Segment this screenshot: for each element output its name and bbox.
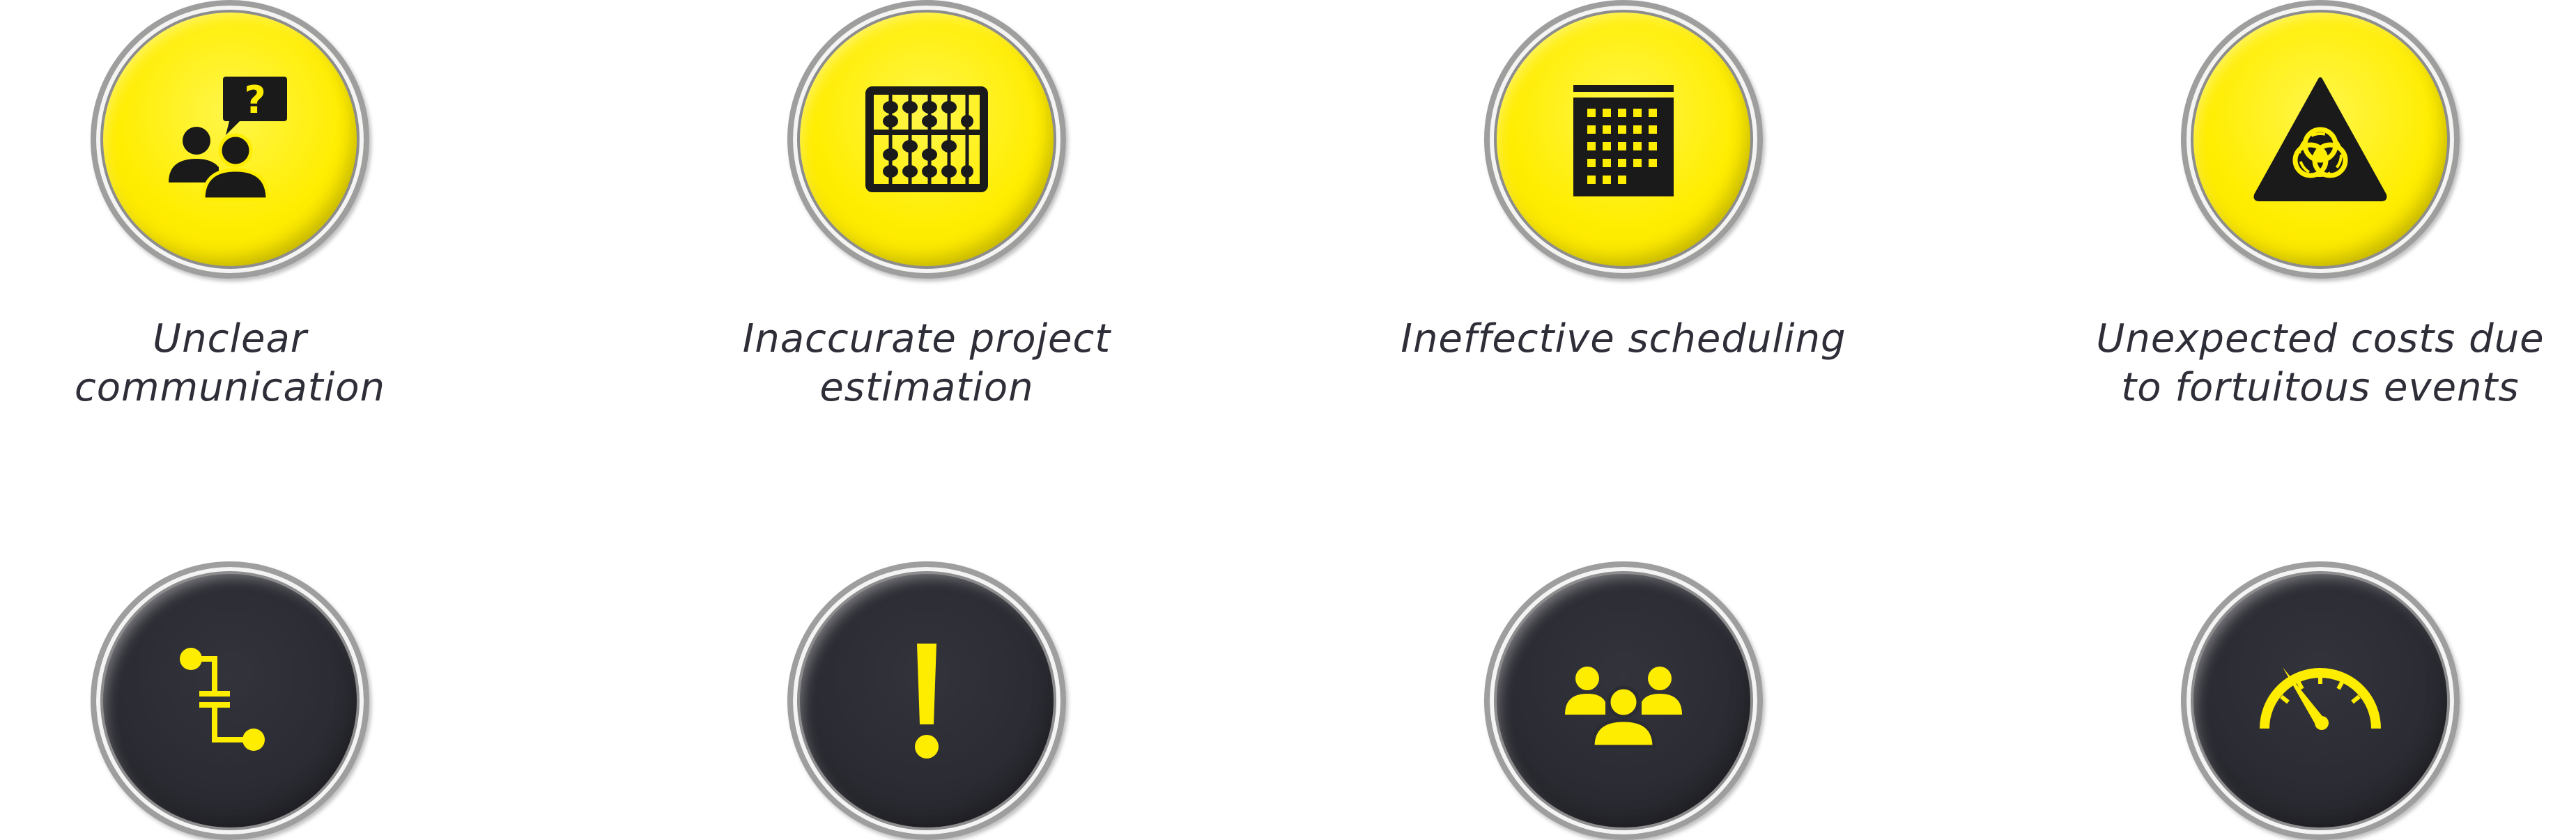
badge bbox=[91, 561, 369, 840]
item-ineffective-scheduling: Ineffective scheduling bbox=[1338, 0, 1909, 364]
item-inaccurate-estimation: Inaccurate project estimation bbox=[641, 0, 1212, 412]
item-speedometer bbox=[2035, 561, 2576, 840]
group-icon bbox=[1565, 667, 1682, 749]
process-flow-icon bbox=[180, 648, 265, 751]
item-group bbox=[1338, 561, 1909, 840]
abacus-icon bbox=[865, 86, 988, 192]
item-unexpected-costs: Unexpected costs due to fortuitous event… bbox=[2035, 0, 2576, 412]
caption: Unexpected costs due to fortuitous event… bbox=[2096, 316, 2545, 410]
people-question-icon: ? bbox=[169, 77, 287, 201]
item-process-flow bbox=[0, 561, 516, 840]
badge bbox=[1484, 561, 1763, 840]
badge bbox=[2181, 0, 2460, 279]
badge bbox=[1484, 0, 1763, 279]
caption: Inaccurate project estimation bbox=[742, 316, 1111, 410]
svg-text:?: ? bbox=[244, 78, 265, 122]
badge: ? bbox=[91, 0, 369, 279]
biohazard-warning-icon bbox=[2253, 77, 2387, 201]
calendar-icon bbox=[1573, 85, 1674, 196]
badge bbox=[2181, 561, 2460, 840]
badge bbox=[787, 561, 1066, 840]
caption: Unclear communication bbox=[74, 316, 386, 410]
exclamation-icon bbox=[915, 644, 939, 759]
speedometer-icon bbox=[2260, 667, 2381, 730]
caption: Ineffective scheduling bbox=[1401, 316, 1846, 361]
item-unclear-communication: ? Unclear communication bbox=[0, 0, 516, 412]
badge bbox=[787, 0, 1066, 279]
item-exclamation bbox=[641, 561, 1212, 840]
